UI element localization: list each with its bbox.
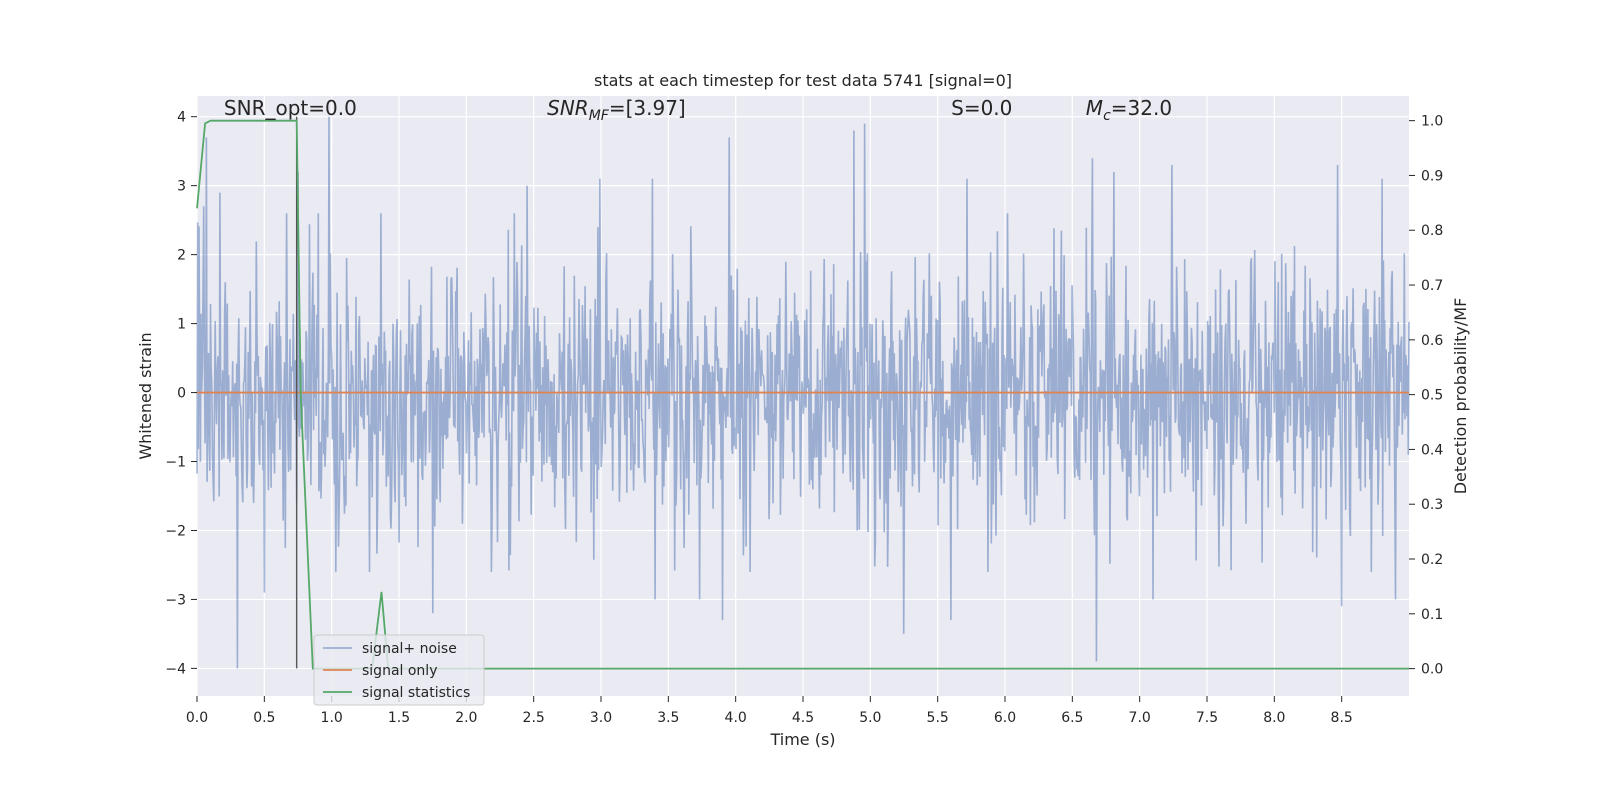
y-right-tick-label: 0.8: [1421, 223, 1443, 239]
series-line-signal-plus-noise: [196, 116, 1410, 669]
annotation-2: S=0.0: [951, 96, 1012, 120]
y-tick-label: 0: [177, 386, 186, 402]
x-tick-label: 8.5: [1331, 710, 1353, 726]
y-right-tick-label: 0.5: [1421, 388, 1443, 404]
y-tick-label: −1: [165, 455, 186, 471]
annotation-base: M: [1086, 96, 1103, 120]
chart-title: stats at each timestep for test data 574…: [594, 71, 1012, 90]
x-tick-label: 3.5: [657, 710, 679, 726]
x-tick-label: 5.0: [859, 710, 881, 726]
annotation-0: SNR_opt=0.0: [224, 96, 357, 120]
x-tick-label: 5.5: [927, 710, 949, 726]
y-tick-label: 4: [177, 110, 186, 126]
x-tick-label: 4.5: [792, 710, 814, 726]
x-tick-label: 2.0: [455, 710, 477, 726]
y-axis-right-label: Detection probability/MF: [1451, 298, 1470, 495]
y-right-tick-label: 0.4: [1421, 442, 1443, 458]
x-tick-label: 6.5: [1061, 710, 1083, 726]
y-axis-right: 0.0 0.1 0.2 0.3 0.4 0.5 0.6 0.7 0.8 0.9 1.0: [1409, 114, 1443, 678]
annotation-base: SNR: [547, 96, 589, 120]
y-right-tick-label: 0.2: [1421, 552, 1443, 568]
legend-label: signal statistics: [362, 685, 470, 701]
x-axis: 0.0 0.5 1.0 1.5 2.0 2.5 3.0 3.5 4.0 4.5 5.0 5.5 6.0 6…: [186, 696, 1353, 726]
annotation-3: Mc=32.0: [1086, 96, 1172, 124]
y-right-tick-label: 0.7: [1421, 278, 1443, 294]
y-tick-label: −4: [165, 661, 186, 677]
x-tick-label: 6.0: [994, 710, 1016, 726]
y-tick-label: 1: [177, 317, 186, 333]
series-signal-plus-noise: [196, 116, 1410, 669]
annotation-subscript: MF: [589, 108, 610, 124]
y-tick-label: 3: [177, 179, 186, 195]
annotations: SNR_opt=0.0 SNRMF=[3.97] S=0.0 Mc=32.0: [224, 96, 1172, 124]
x-tick-label: 0.5: [253, 710, 275, 726]
legend-label: signal+ noise: [362, 641, 457, 657]
y-right-tick-label: 0.0: [1421, 662, 1443, 678]
x-tick-label: 7.0: [1129, 710, 1151, 726]
legend-label: signal only: [362, 663, 437, 679]
x-tick-label: 3.0: [590, 710, 612, 726]
y-tick-label: 2: [177, 248, 186, 264]
legend: signal+ noise signal only signal statistic…: [313, 634, 485, 706]
y-right-tick-label: 0.6: [1421, 333, 1443, 349]
x-tick-label: 1.0: [321, 710, 343, 726]
y-right-tick-label: 0.9: [1421, 168, 1443, 184]
legend-box: [313, 634, 485, 706]
x-tick-label: 7.5: [1196, 710, 1218, 726]
y-tick-label: −2: [165, 523, 186, 539]
annotation-1: SNRMF=[3.97]: [547, 96, 686, 124]
x-tick-label: 0.0: [186, 710, 208, 726]
annotation-value: =32.0: [1111, 96, 1172, 120]
y-right-tick-label: 0.1: [1421, 607, 1443, 623]
y-right-tick-label: 0.3: [1421, 497, 1443, 513]
x-tick-label: 8.0: [1263, 710, 1285, 726]
x-tick-label: 4.0: [725, 710, 747, 726]
x-axis-label: Time (s): [769, 730, 835, 749]
y-right-tick-label: 1.0: [1421, 114, 1443, 130]
x-tick-label: 2.5: [523, 710, 545, 726]
y-axis-left: −4 −3 −2 −1 0 1 2 3 4: [165, 110, 197, 677]
x-tick-label: 1.5: [388, 710, 410, 726]
annotation-subscript: c: [1103, 108, 1111, 124]
annotation-value: =[3.97]: [609, 96, 686, 120]
y-tick-label: −3: [165, 592, 186, 608]
y-axis-label: Whitened strain: [136, 332, 155, 459]
